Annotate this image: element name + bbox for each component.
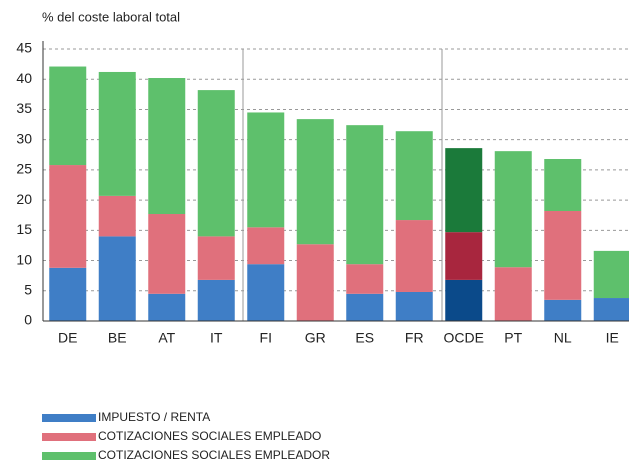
y-tick-label: 45 bbox=[16, 40, 32, 56]
x-tick-label: NL bbox=[554, 330, 572, 346]
legend-label: COTIZACIONES SOCIALES EMPLEADO bbox=[98, 429, 321, 443]
y-tick-label: 30 bbox=[16, 130, 32, 146]
bar-segment bbox=[494, 151, 532, 268]
bar-segment bbox=[445, 232, 483, 280]
bar-segment bbox=[49, 66, 87, 166]
y-tick-label: 25 bbox=[16, 161, 32, 177]
y-tick-label: 20 bbox=[16, 191, 32, 207]
legend-label: IMPUESTO / RENTA bbox=[98, 410, 210, 424]
bar-segment bbox=[98, 195, 136, 237]
y-tick-label: 15 bbox=[16, 221, 32, 237]
bar-segment bbox=[247, 264, 285, 321]
bar-segment bbox=[395, 131, 433, 221]
bar-segment bbox=[395, 291, 433, 321]
bar-segment bbox=[494, 267, 532, 321]
bar-segment bbox=[197, 90, 235, 237]
bar-segment bbox=[593, 298, 629, 321]
legend: IMPUESTO / RENTA COTIZACIONES SOCIALES EM… bbox=[42, 410, 330, 462]
bar-segment bbox=[197, 236, 235, 280]
bar-segment bbox=[544, 159, 582, 211]
bar-segment bbox=[148, 293, 186, 321]
y-tick-label: 10 bbox=[16, 251, 32, 267]
x-tick-label: IT bbox=[210, 330, 223, 346]
legend-swatch bbox=[42, 452, 96, 460]
bar-segment bbox=[49, 267, 87, 321]
bar-segment bbox=[296, 119, 334, 245]
x-tick-label: IE bbox=[606, 330, 619, 346]
legend-label: COTIZACIONES SOCIALES EMPLEADOR bbox=[98, 448, 330, 462]
bar-segment bbox=[544, 210, 582, 300]
legend-swatch bbox=[42, 414, 96, 422]
bar-segment bbox=[49, 165, 87, 268]
x-tick-label: ES bbox=[355, 330, 374, 346]
bar-segment bbox=[197, 279, 235, 321]
x-tick-label: FR bbox=[405, 330, 424, 346]
y-tick-label: 40 bbox=[16, 70, 32, 86]
y-tick-label: 0 bbox=[24, 312, 32, 328]
bar-segment bbox=[593, 250, 629, 299]
y-axis-title: % del coste laboral total bbox=[42, 9, 180, 24]
x-tick-label: OCDE bbox=[444, 330, 484, 346]
bar-segment bbox=[346, 125, 384, 265]
x-tick-label: AT bbox=[158, 330, 175, 346]
x-tick-label: FI bbox=[260, 330, 272, 346]
bar-segment bbox=[148, 78, 186, 215]
bar-segment bbox=[98, 236, 136, 321]
bar-segment bbox=[346, 264, 384, 294]
legend-swatch bbox=[42, 433, 96, 441]
bar-segment bbox=[346, 293, 384, 321]
bar-segment bbox=[445, 279, 483, 321]
bar-segment bbox=[544, 299, 582, 321]
bar-segment bbox=[98, 71, 136, 196]
x-tick-label: GR bbox=[305, 330, 326, 346]
y-tick-label: 35 bbox=[16, 100, 32, 116]
x-tick-label: DE bbox=[58, 330, 77, 346]
bar-segment bbox=[247, 227, 285, 265]
x-tick-label: PT bbox=[504, 330, 522, 346]
x-tick-label: BE bbox=[108, 330, 127, 346]
bar-segment bbox=[296, 244, 334, 321]
bar-segment bbox=[148, 214, 186, 294]
bar-segment bbox=[247, 112, 285, 228]
bar-segment bbox=[395, 220, 433, 292]
y-tick-label: 5 bbox=[24, 281, 32, 297]
bar-segment bbox=[445, 148, 483, 233]
